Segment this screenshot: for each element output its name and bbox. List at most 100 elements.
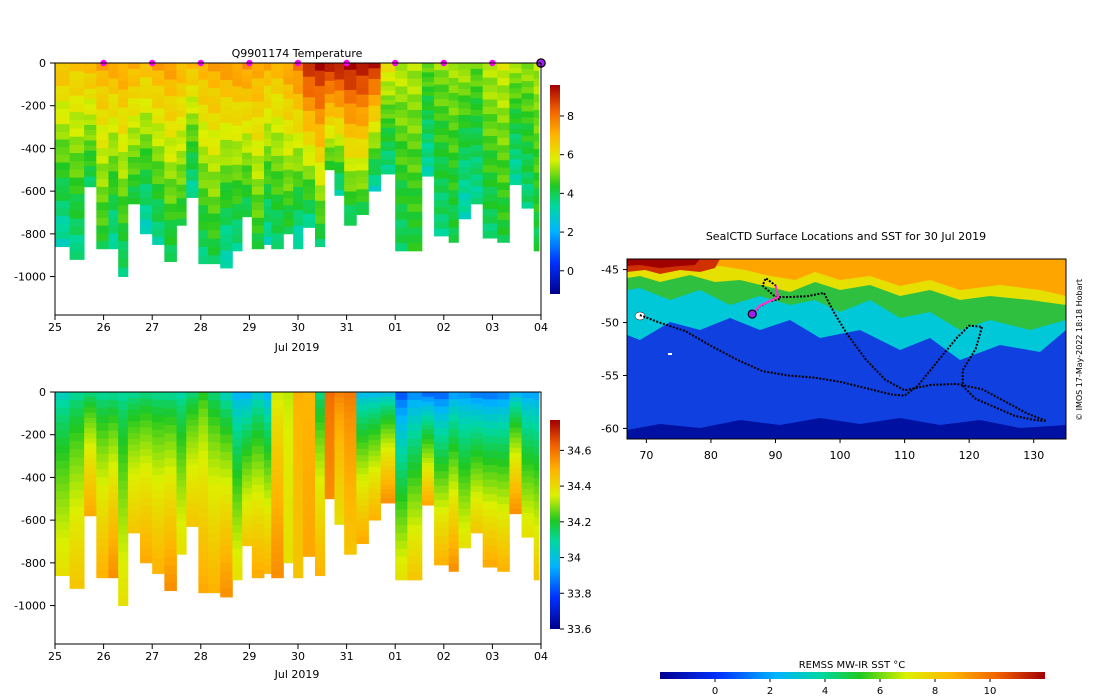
profile-cell [407, 188, 423, 197]
profile-cell [96, 422, 109, 432]
profile-cell [176, 527, 187, 535]
profile-cell [407, 540, 423, 550]
profile-cell [509, 73, 522, 79]
profile-cell [368, 482, 382, 489]
profile-cell [407, 532, 423, 542]
profile-cell [164, 408, 177, 418]
profile-cell [118, 587, 129, 598]
profile-cell [497, 130, 510, 139]
profile-cell [315, 223, 326, 232]
profile-cell [69, 563, 85, 573]
profile-cell [421, 138, 435, 144]
profile-cell [176, 520, 187, 528]
profile-cell [140, 548, 153, 557]
profile-cell [118, 116, 129, 126]
profile-cell [533, 133, 540, 142]
profile-cell [356, 518, 369, 526]
profile-cell [458, 534, 471, 542]
profile-cell [497, 392, 510, 400]
profile-cell [458, 69, 471, 77]
profile-cell [482, 413, 498, 422]
profile-cell [127, 456, 141, 463]
profile-cell [84, 479, 97, 486]
profile-cell [263, 229, 272, 238]
profile-cell [263, 168, 272, 177]
profile-cell [334, 392, 345, 398]
profile-cell [395, 572, 408, 581]
profile-cell [380, 155, 396, 161]
profile-cell [533, 196, 540, 205]
profile-cell [497, 227, 510, 236]
profile-cell [458, 430, 471, 438]
profile-cell [434, 163, 450, 172]
profile-cell [127, 115, 141, 123]
profile-cell [127, 462, 141, 469]
profile-cell [434, 449, 450, 458]
profile-cell [368, 472, 382, 478]
profile-cell [421, 162, 435, 168]
profile-cell [96, 117, 109, 126]
profile-cell [242, 75, 253, 83]
profile-cell [220, 451, 233, 461]
y-tick-label: 0 [39, 386, 46, 399]
profile-cell [220, 443, 233, 453]
profile-cell [421, 63, 435, 69]
profile-cell [407, 485, 423, 495]
profile-cell [232, 102, 243, 111]
profile-cell [164, 549, 177, 558]
profile-cell [242, 392, 253, 399]
profile-cell [448, 197, 459, 206]
profile-cell [509, 503, 522, 510]
sst-colorbar-tick-label: 4 [822, 686, 828, 697]
profile-cell [127, 421, 141, 428]
profile-cell [509, 478, 522, 484]
profile-cell [521, 190, 535, 197]
profile-cell [521, 440, 535, 447]
profile-cell [208, 96, 221, 106]
profile-cell [458, 63, 471, 70]
profile-cell [324, 134, 335, 140]
profile-cell [434, 464, 450, 472]
profile-cell [380, 164, 396, 170]
profile-cell [509, 108, 522, 115]
profile-cell [84, 176, 97, 183]
profile-cell [118, 552, 129, 562]
profile-cell [152, 543, 165, 552]
profile-cell [96, 531, 109, 540]
profile-cell [283, 477, 294, 485]
profile-cell [302, 508, 316, 516]
profile-cell [344, 412, 357, 420]
profile-cell [421, 96, 435, 102]
profile-cell [497, 145, 510, 154]
profile-cell [533, 548, 540, 557]
profile-cell [395, 149, 408, 158]
profile-cell [407, 180, 423, 189]
profile-cell [521, 141, 535, 149]
profile-cell [470, 491, 484, 499]
profile-cell [302, 158, 316, 167]
profile-cell [152, 520, 165, 529]
profile-cell [263, 70, 272, 79]
profile-cell [208, 392, 221, 401]
profile-cell [140, 219, 153, 228]
profile-cell [356, 170, 369, 178]
profile-cell [198, 484, 209, 493]
profile-cell [497, 534, 510, 542]
profile-cell [186, 470, 199, 477]
profile-cell [458, 95, 471, 103]
profile-cell [470, 151, 484, 158]
profile-cell [458, 482, 471, 490]
profile-cell [263, 414, 272, 423]
lat-tick-label: -50 [601, 317, 619, 330]
profile-cell [421, 420, 435, 426]
profile-cell [164, 516, 177, 525]
profile-cell [344, 184, 357, 192]
profile-cell [55, 460, 70, 469]
profile-cell [434, 557, 450, 566]
profile-cell [263, 460, 272, 469]
profile-cell [263, 146, 272, 155]
profile-cell [293, 508, 304, 517]
profile-cell [324, 98, 335, 104]
profile-cell [448, 182, 459, 191]
profile-cell [84, 68, 97, 74]
